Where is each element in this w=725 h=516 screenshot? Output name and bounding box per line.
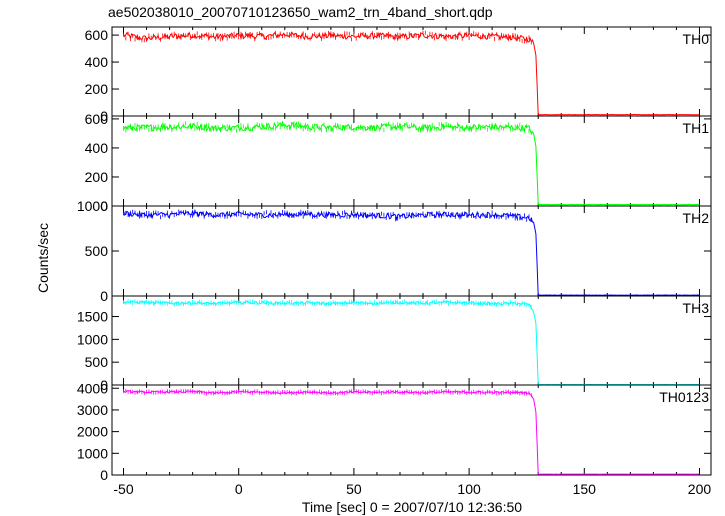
y-tick-label: 0	[100, 108, 108, 124]
panel-th0123: 0 1000 2000 3000 4000 TH0123	[77, 380, 712, 483]
y-axis-label: Counts/sec	[35, 223, 51, 293]
panel-th1: 0 200 400 600 TH1	[85, 111, 712, 214]
y-tick-label: 0	[100, 288, 108, 304]
series-line-th3	[123, 300, 700, 386]
panel-th3: 0 500 1000 1500 TH3	[77, 295, 712, 393]
panel-frame	[111, 295, 712, 386]
x-tick-label: 100	[457, 481, 481, 497]
series-line-th0123	[123, 390, 700, 475]
series-errorbars-th0	[123, 30, 532, 45]
y-tick-label: 400	[85, 54, 109, 70]
x-axis: -50 0 50 100 150 200	[113, 481, 711, 497]
series-errorbars-th2	[123, 209, 532, 223]
y-tick-label: 500	[85, 243, 109, 259]
chart-title: ae502038010_20070710123650_wam2_trn_4ban…	[108, 4, 493, 20]
series-line-th2	[123, 209, 700, 296]
y-tick-label: 400	[85, 140, 109, 156]
y-tick-label: 200	[85, 169, 109, 185]
y-tick-label: 600	[85, 27, 109, 43]
series-errorbars-th3	[123, 298, 532, 309]
y-tick-label: 0	[100, 377, 108, 393]
y-tick-label: 1000	[77, 445, 108, 461]
panel-frame	[111, 26, 712, 117]
y-tick-label: 500	[85, 354, 109, 370]
x-tick-label: 0	[235, 481, 243, 497]
series-line-th1	[123, 120, 700, 206]
series-line-th0	[123, 31, 700, 116]
panel-name-label: TH1	[683, 120, 710, 136]
x-axis-label: Time [sec] 0 = 2007/07/10 12:36:50	[302, 499, 522, 515]
panel-name-label: TH3	[683, 300, 710, 316]
y-tick-label: 1000	[77, 331, 108, 347]
x-tick-label: -50	[113, 481, 133, 497]
series-errorbars-th1	[123, 121, 532, 135]
x-tick-label: 50	[346, 481, 362, 497]
x-tick-label: 200	[688, 481, 712, 497]
panel-th0: 0 200 400 600 TH0	[85, 26, 712, 124]
y-tick-label: 2000	[77, 424, 108, 440]
panels-group: 0 200 400 600 TH0 0 200 400 600 TH1 0 500 1000 TH2 0 50…	[77, 26, 712, 483]
panel-frame	[111, 205, 712, 297]
y-tick-label: 0	[100, 198, 108, 214]
panel-th2: 0 500 1000 TH2	[77, 198, 712, 304]
panel-frame	[111, 384, 712, 476]
y-tick-label: 4000	[77, 380, 108, 396]
x-tick-label: 150	[573, 481, 597, 497]
panel-name-label: TH2	[683, 210, 710, 226]
y-tick-label: 0	[100, 467, 108, 483]
panel-name-label: TH0	[683, 31, 710, 47]
y-tick-label: 3000	[77, 402, 108, 418]
y-tick-label: 1500	[77, 309, 108, 325]
y-tick-label: 600	[85, 111, 109, 127]
series-errorbars-th0123	[123, 388, 532, 398]
panel-name-label: TH0123	[659, 389, 709, 405]
y-tick-label: 200	[85, 81, 109, 97]
y-tick-label: 1000	[77, 198, 108, 214]
